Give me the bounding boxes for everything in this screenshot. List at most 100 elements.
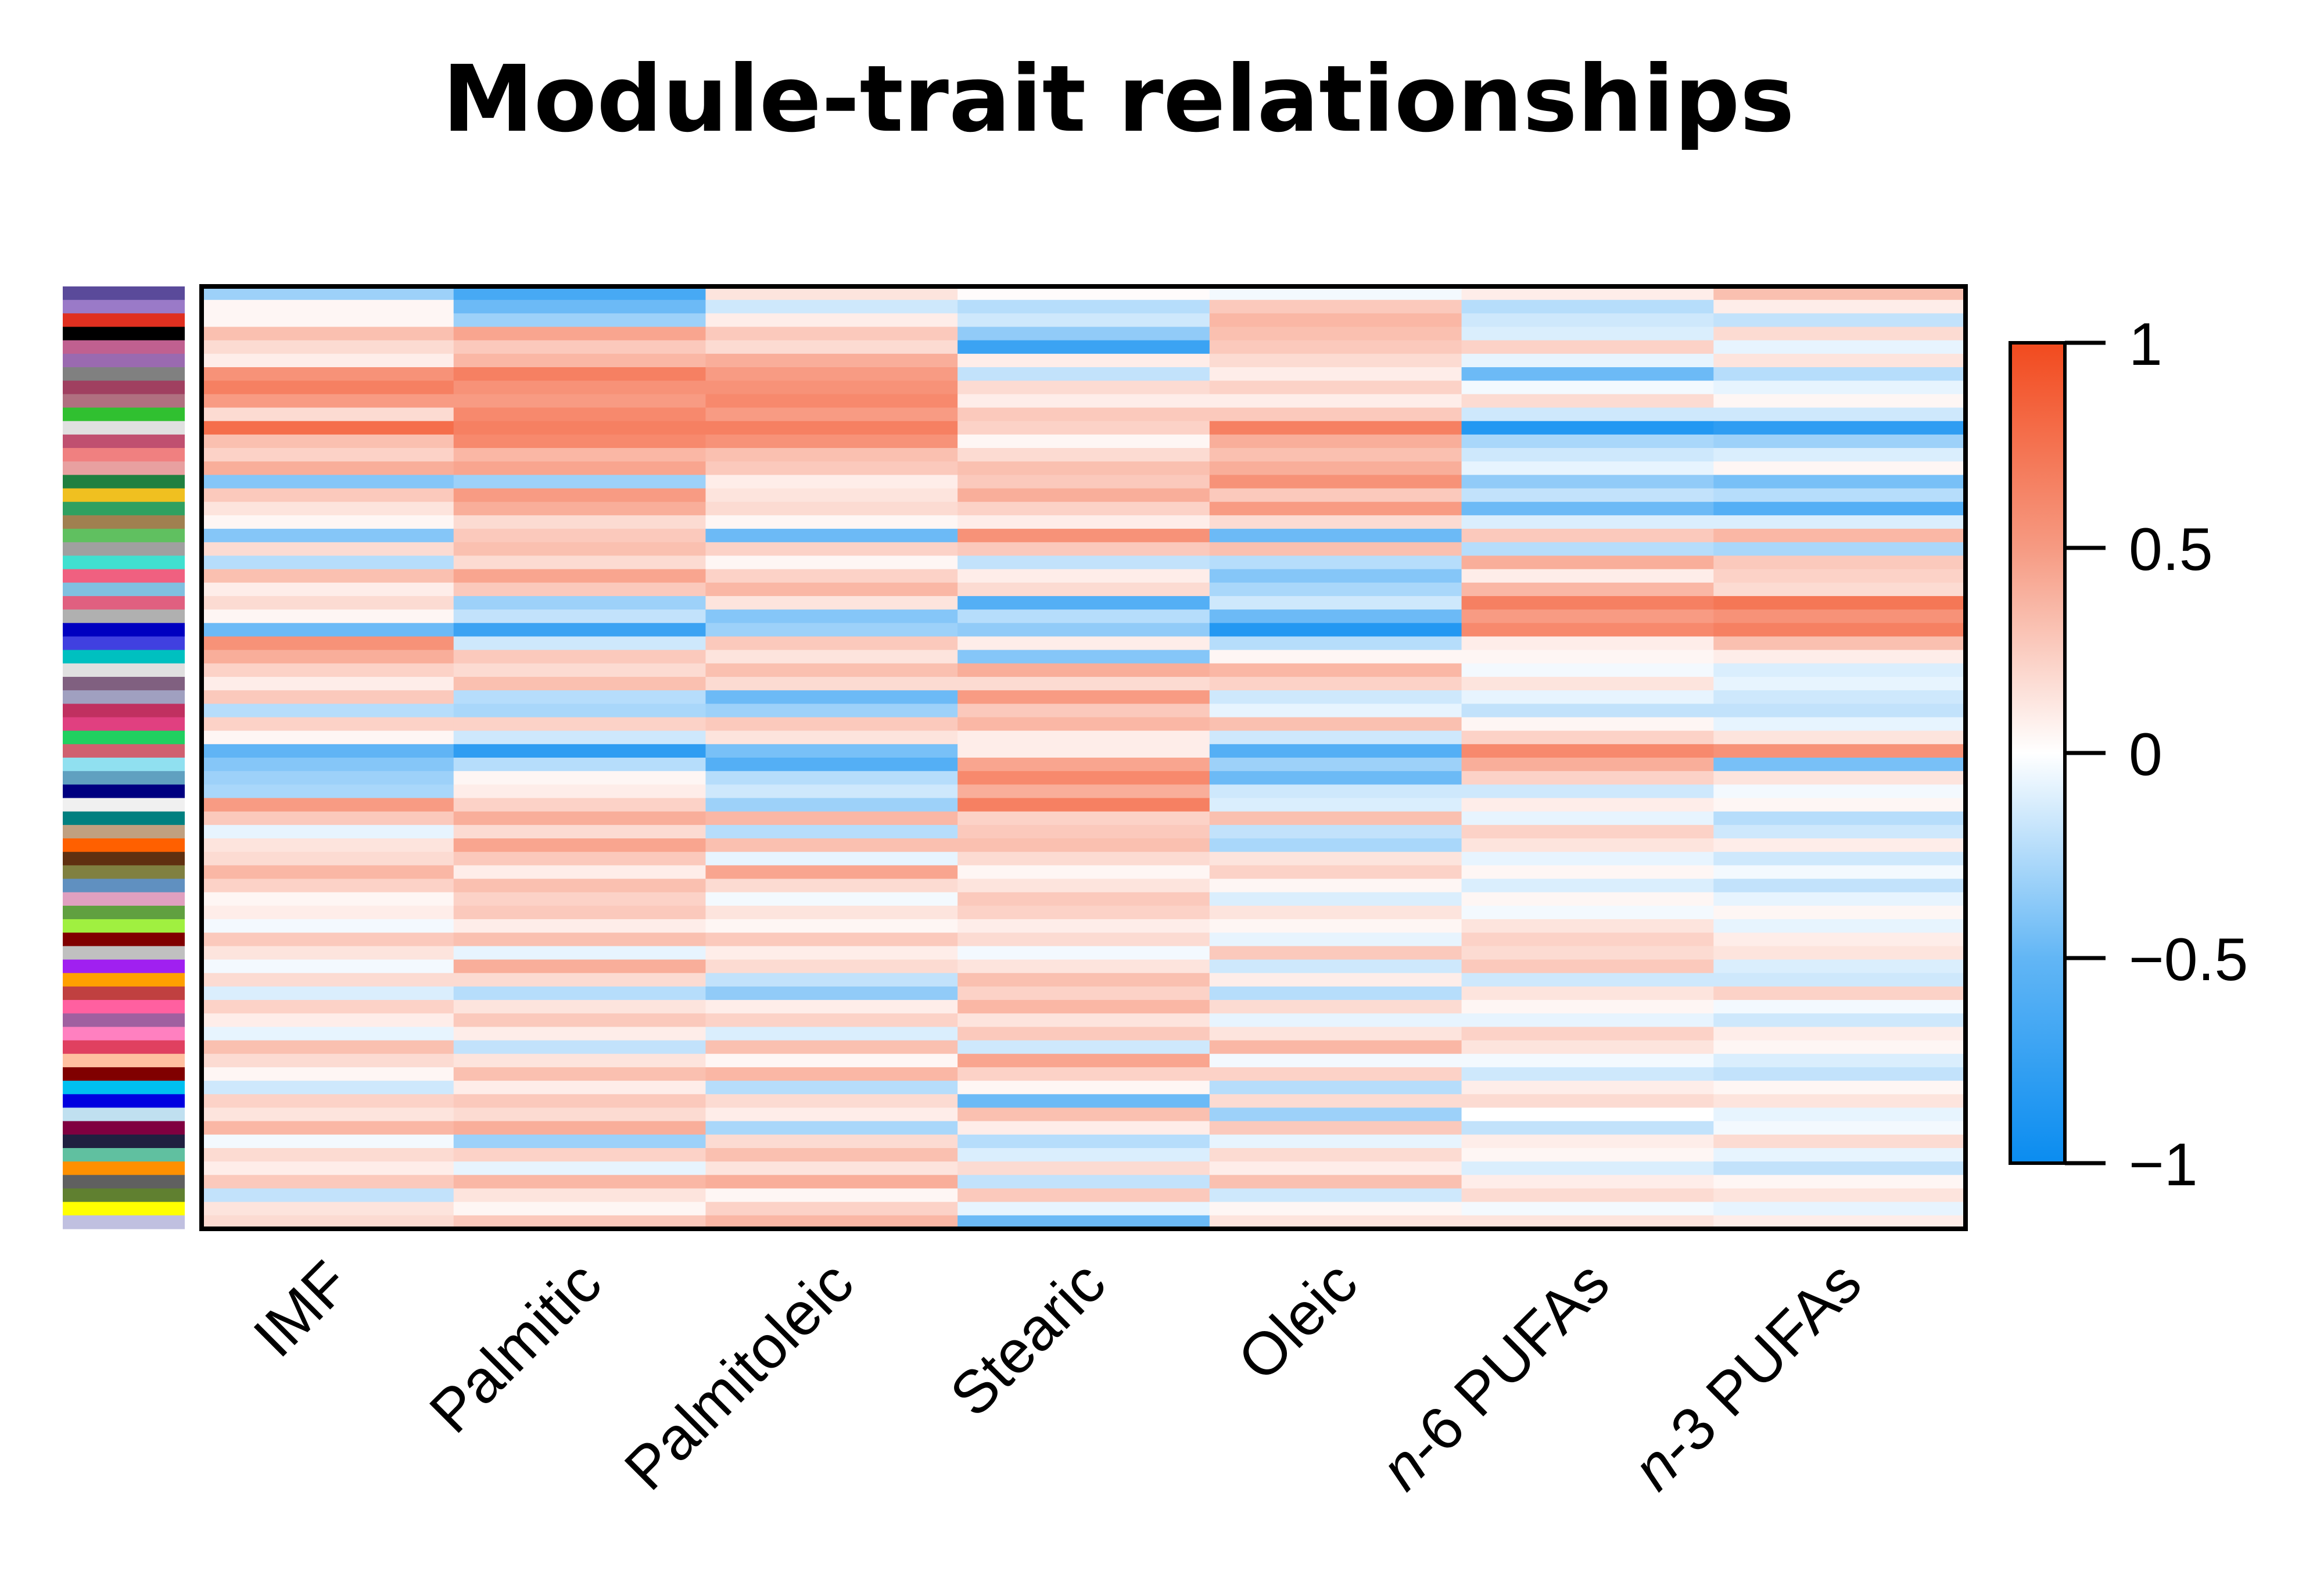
heatmap-cell <box>1713 865 1966 880</box>
module-color-swatch <box>63 582 185 597</box>
heatmap-cell <box>1209 690 1462 704</box>
heatmap-cell <box>1461 407 1714 422</box>
heatmap-cell <box>957 488 1210 503</box>
heatmap-cell <box>202 1175 454 1189</box>
module-color-swatch <box>63 1215 185 1229</box>
heatmap-cell <box>1209 340 1462 354</box>
heatmap-cell <box>1209 865 1462 880</box>
heatmap-cell <box>957 1161 1210 1175</box>
heatmap-cell <box>453 933 706 946</box>
heatmap-cell <box>202 663 454 677</box>
heatmap-cell <box>453 542 706 557</box>
heatmap-cell <box>453 461 706 475</box>
heatmap-cell <box>705 717 958 731</box>
heatmap-cell <box>453 704 706 718</box>
heatmap-cell <box>1713 1027 1966 1041</box>
heatmap-cell <box>1713 340 1966 354</box>
heatmap-cell <box>1713 1175 1966 1189</box>
heatmap-cell <box>453 973 706 987</box>
heatmap-cell <box>1209 394 1462 408</box>
heatmap-cell <box>957 1067 1210 1081</box>
heatmap-cell <box>1713 1040 1966 1055</box>
module-color-swatch <box>63 542 185 557</box>
heatmap-cell <box>957 946 1210 960</box>
trait-label: Stearic <box>938 1249 1118 1429</box>
heatmap-cell <box>957 1094 1210 1109</box>
heatmap-cell <box>453 327 706 341</box>
heatmap-cell <box>957 811 1210 826</box>
heatmap-cell <box>1713 1215 1966 1229</box>
heatmap-cell <box>1461 798 1714 812</box>
heatmap-cell <box>957 555 1210 570</box>
module-color-swatch <box>63 824 185 839</box>
heatmap-cell <box>202 1067 454 1081</box>
heatmap-cell <box>202 744 454 758</box>
heatmap-cell <box>453 865 706 880</box>
heatmap-cell <box>1209 663 1462 677</box>
heatmap-cell <box>705 1040 958 1055</box>
heatmap-cell <box>453 434 706 449</box>
heatmap-cell <box>202 798 454 812</box>
heatmap-cell <box>957 730 1210 745</box>
heatmap-cell <box>1461 1175 1714 1189</box>
heatmap-cell <box>453 300 706 314</box>
heatmap-cell <box>957 1134 1210 1149</box>
heatmap-cell <box>1713 892 1966 906</box>
heatmap-cell <box>1209 367 1462 381</box>
heatmap-cell <box>957 542 1210 557</box>
heatmap-cell <box>1713 1081 1966 1095</box>
heatmap-cell <box>1713 771 1966 785</box>
heatmap-cell <box>705 650 958 664</box>
heatmap-cell <box>1209 811 1462 826</box>
heatmap-cell <box>1461 421 1714 435</box>
heatmap-cell <box>957 1147 1210 1162</box>
heatmap-cell <box>202 824 454 839</box>
heatmap-cell <box>1461 609 1714 623</box>
heatmap-cell <box>1461 340 1714 354</box>
heatmap-cell <box>705 933 958 946</box>
heatmap-cell <box>202 852 454 866</box>
heatmap-cell <box>957 704 1210 718</box>
heatmap-cell <box>202 784 454 799</box>
heatmap-cell <box>202 650 454 664</box>
module-color-swatch <box>63 367 185 381</box>
heatmap-cell <box>453 313 706 328</box>
heatmap-cell <box>202 300 454 314</box>
heatmap-cell <box>705 1081 958 1095</box>
heatmap-cell <box>1461 811 1714 826</box>
heatmap-cell <box>1209 959 1462 974</box>
module-color-swatch <box>63 784 185 799</box>
heatmap-cell <box>957 1053 1210 1068</box>
heatmap-cell <box>202 1013 454 1028</box>
module-color-swatch <box>63 529 185 543</box>
heatmap-cell <box>957 394 1210 408</box>
heatmap-cell <box>705 542 958 557</box>
heatmap-cell <box>957 959 1210 974</box>
heatmap-cell <box>202 596 454 610</box>
heatmap-cell <box>705 811 958 826</box>
heatmap-cell <box>453 367 706 381</box>
heatmap-cell <box>1461 515 1714 529</box>
heatmap-cell <box>453 650 706 664</box>
heatmap-cell <box>1461 986 1714 1000</box>
heatmap-cell <box>453 811 706 826</box>
heatmap-cell <box>1713 542 1966 557</box>
heatmap-cell <box>957 313 1210 328</box>
heatmap-cell <box>1461 852 1714 866</box>
module-color-swatch <box>63 569 185 583</box>
heatmap-cell <box>202 636 454 651</box>
heatmap-cell <box>1209 555 1462 570</box>
heatmap-cell <box>1713 1134 1966 1149</box>
module-color-swatch <box>63 1094 185 1109</box>
heatmap-cell <box>705 1175 958 1189</box>
heatmap-cell <box>705 300 958 314</box>
heatmap-cell <box>1209 421 1462 435</box>
heatmap-cell <box>705 1013 958 1028</box>
heatmap-cell <box>705 501 958 516</box>
heatmap-cell <box>202 1161 454 1175</box>
heatmap-cell <box>1713 596 1966 610</box>
heatmap-cell <box>1461 892 1714 906</box>
heatmap-cell <box>957 623 1210 637</box>
heatmap-cell <box>1461 973 1714 987</box>
heatmap-cell <box>957 300 1210 314</box>
